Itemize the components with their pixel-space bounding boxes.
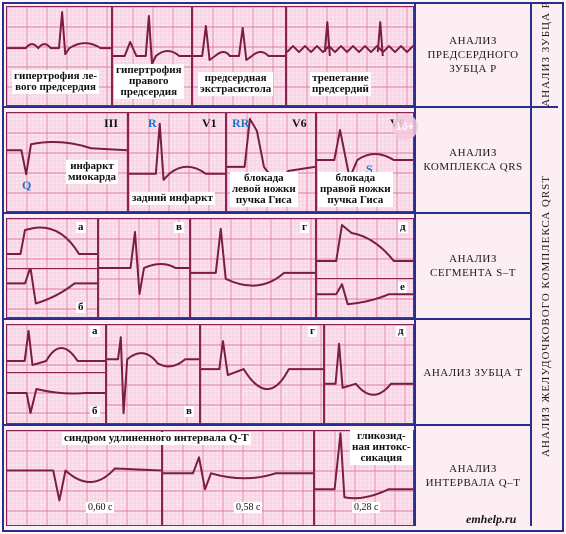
ecg-t-a <box>6 324 106 374</box>
label-st-segment: АНАЛИЗ СЕГМЕНТА S–T <box>430 253 516 279</box>
panel-letter-v: в <box>184 405 194 417</box>
label-t-wave: АНАЛИЗ ЗУБЦА Т <box>423 367 523 379</box>
side-column-divider-h <box>532 106 558 108</box>
lead-label-v1: V1 <box>202 116 217 130</box>
caption-right-atrial-hypertrophy: гипертрофия правого предсердия <box>114 64 184 99</box>
label-p-wave: АНАЛИЗ ПРЕДСЕРДНОГО ЗУБЦА Р <box>427 35 519 75</box>
ecg-trace <box>7 269 97 305</box>
lead-label-iii: III <box>104 116 119 130</box>
ecg-trace <box>193 25 285 61</box>
ecg-grid-trace <box>7 431 161 525</box>
ecg-st-g <box>190 218 316 318</box>
duration-0-60: 0,60 с <box>86 502 115 513</box>
ecg-trace <box>7 330 105 366</box>
ecg-grid-trace <box>201 325 323 423</box>
side-title-p-wave: АНАЛИЗ ЗУБЦА Р <box>540 1 552 107</box>
ecg-st-e <box>316 278 414 318</box>
ecg-t-v <box>106 324 200 424</box>
panel-letter-b: б <box>90 405 100 417</box>
site-credit: emhelp.ru <box>466 512 517 526</box>
caption-atrial-extrasystole: предсердная экстрасистола <box>198 72 274 96</box>
ecg-trace <box>315 432 413 500</box>
ecg-trace <box>191 227 315 287</box>
ecg-trace <box>99 231 189 295</box>
ecg-trace <box>163 456 313 491</box>
panel-letter-e: е <box>398 281 407 293</box>
wave-mark-s: S <box>366 162 373 176</box>
row-divider <box>4 212 530 214</box>
ecg-trace <box>107 336 199 415</box>
ecg-grid-trace <box>7 269 97 317</box>
panel-letter-d: д <box>398 221 408 233</box>
ecg-t-g <box>200 324 324 424</box>
ecg-trace <box>201 340 323 390</box>
ecg-st-b <box>6 268 98 318</box>
wave-mark-q: Q <box>22 178 32 192</box>
duration-0-28: 0,28 с <box>352 502 381 513</box>
ecg-trace <box>7 226 97 255</box>
ecg-st-a <box>6 218 98 270</box>
lead-label-v6-a: V6 <box>292 116 307 130</box>
ecg-trace <box>7 388 105 414</box>
caption-posterior-infarction: задний инфаркт <box>130 192 215 205</box>
ecg-grid-trace <box>7 325 105 373</box>
label-column-divider <box>414 4 416 526</box>
ecg-trace <box>113 15 191 65</box>
ecg-grid-trace <box>7 373 105 423</box>
side-title-qrst: АНАЛИЗ ЖЕЛУДОЧКОВОГО КОМПЛЕКСА QRST <box>540 174 552 458</box>
label-qrs: АНАЛИЗ КОМПЛЕКСА QRS <box>423 147 523 173</box>
caption-left-atrial-hypertrophy: гипертрофия ле- вого предсердия <box>12 70 100 94</box>
ecg-trace <box>325 342 413 396</box>
row-divider <box>4 318 530 320</box>
ecg-grid-trace <box>99 219 189 317</box>
ecg-grid-trace <box>191 219 315 317</box>
duration-0-58: 0,58 с <box>234 502 263 513</box>
panel-letter-v: в <box>174 221 184 233</box>
caption-right-bundle-block: блокада правой ножки пучка Гиса <box>318 172 393 207</box>
age-rating-badge: 16+ <box>392 114 418 140</box>
panel-letter-a: а <box>90 325 100 337</box>
ecg-trace <box>317 224 413 262</box>
caption-long-qt: синдром удлиненного интервала Q-T <box>62 432 251 445</box>
ecg-trace <box>7 140 127 176</box>
caption-myocardial-infarction: инфаркт миокарда <box>66 160 119 184</box>
panel-letter-d: д <box>396 325 406 337</box>
label-qt-interval: АНАЛИЗ ИНТЕРВАЛА Q–T <box>425 463 521 489</box>
row-divider <box>4 424 530 426</box>
ecg-st-v <box>98 218 190 318</box>
ecg-grid-trace <box>317 219 413 279</box>
caption-atrial-flutter: трепетание предсердий <box>310 72 371 96</box>
panel-letter-g: г <box>300 221 309 233</box>
ecg-grid-trace <box>325 325 413 423</box>
wave-mark-r: R <box>148 116 157 130</box>
ecg-trace <box>287 21 413 57</box>
panel-letter-a: а <box>76 221 86 233</box>
caption-left-bundle-block: блокада левой ножки пучка Гиса <box>230 172 298 207</box>
caption-glycoside: гликозид- ная интокс- сикация <box>350 430 413 465</box>
ecg-grid-trace <box>317 279 413 317</box>
ecg-t-b <box>6 372 106 424</box>
ecg-trace <box>317 129 413 180</box>
ecg-trace <box>7 467 161 502</box>
ecg-t-d <box>324 324 414 424</box>
panel-letter-g: г <box>308 325 317 337</box>
ecg-trace <box>317 283 413 306</box>
ecg-trace <box>129 122 225 181</box>
ecg-st-d <box>316 218 414 280</box>
ecg-grid-trace <box>107 325 199 423</box>
ecg-grid-trace <box>7 219 97 269</box>
panel-letter-b: б <box>76 301 86 313</box>
side-column-divider <box>530 4 532 526</box>
wave-mark-rr: RR <box>232 116 250 130</box>
row-divider <box>4 106 530 108</box>
ecg-trace <box>7 11 111 56</box>
